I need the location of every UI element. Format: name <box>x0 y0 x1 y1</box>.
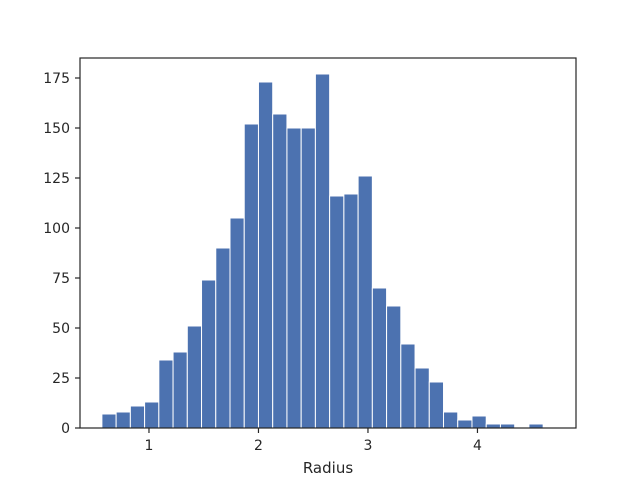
plot-frame <box>79 57 577 429</box>
histogram-bar <box>457 419 473 429</box>
histogram-bar <box>414 367 430 429</box>
y-tick-label: 75 <box>52 271 70 287</box>
histogram-bar <box>243 123 259 429</box>
histogram-bar <box>329 195 345 429</box>
histogram-bar <box>471 415 487 429</box>
y-tick-label: 25 <box>52 371 70 387</box>
histogram-bar <box>300 127 316 429</box>
histogram-bar <box>101 413 117 429</box>
histogram-bar <box>229 217 245 429</box>
y-ticks: 0 25 50 75 100 125 150 175 <box>43 71 80 437</box>
histogram-bar <box>144 401 160 429</box>
histogram-bar <box>428 381 445 429</box>
histogram-bar <box>115 411 131 429</box>
histogram-bar <box>357 175 373 429</box>
histogram-bar <box>443 411 459 429</box>
y-tick-label: 125 <box>43 171 70 187</box>
histogram-bar <box>186 325 203 429</box>
y-tick-label: 175 <box>43 71 70 87</box>
y-tick-label: 150 <box>43 121 70 137</box>
histogram-bar <box>158 359 174 429</box>
x-ticks: 1 2 3 4 <box>145 428 482 454</box>
x-axis-label: Radius <box>303 459 353 477</box>
bars-layer <box>101 73 544 429</box>
histogram-bar <box>257 81 274 429</box>
histogram-bar <box>215 247 231 429</box>
histogram-bar <box>201 279 217 429</box>
histogram-bar <box>129 405 146 429</box>
x-tick-label: 1 <box>145 438 154 454</box>
histogram-bar <box>272 113 288 429</box>
x-tick-label: 4 <box>473 438 482 454</box>
y-tick-label: 100 <box>43 221 70 237</box>
histogram-bar <box>286 127 302 429</box>
x-tick-label: 3 <box>364 438 373 454</box>
y-tick-label: 50 <box>52 321 70 337</box>
histogram-bar <box>314 73 331 429</box>
x-tick-label: 2 <box>254 438 263 454</box>
histogram-bar <box>371 287 388 429</box>
y-tick-label: 0 <box>61 421 70 437</box>
histogram-bar <box>172 351 188 429</box>
histogram-bar <box>343 193 359 429</box>
histogram-bar <box>386 305 402 429</box>
histogram-bar <box>400 343 416 429</box>
